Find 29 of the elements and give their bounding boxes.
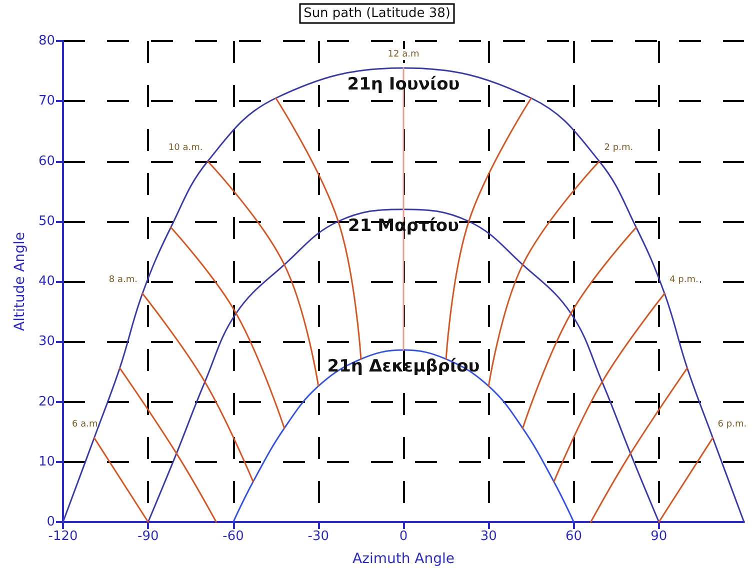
x-tick-label: 90 xyxy=(650,529,668,544)
y-axis-title: Altitude Angle xyxy=(12,232,28,331)
annotation: 8 a.m. xyxy=(108,275,138,286)
annotation: 10 a.m. xyxy=(168,142,203,153)
x-tick-label: 0 xyxy=(399,529,408,544)
y-tick-label: 10 xyxy=(38,454,55,470)
x-tick-label: -90 xyxy=(138,529,159,544)
annotation: 6 p.m. xyxy=(718,419,747,430)
y-tick-label: 0 xyxy=(46,514,55,530)
x-axis-title: Azimuth Angle xyxy=(352,551,454,567)
y-tick-label: 80 xyxy=(38,34,55,48)
x-tick-label: -30 xyxy=(308,529,329,544)
y-tick-label: 70 xyxy=(38,94,55,109)
y-tick-label: 60 xyxy=(38,154,55,169)
chart-title: Sun path (Latitude 38) xyxy=(304,6,450,21)
line-series xyxy=(147,208,660,523)
series-label: 21η Ιουνίου xyxy=(347,74,460,95)
line-series xyxy=(232,349,574,523)
annotation: 4 p.m. xyxy=(670,275,698,286)
x-tick-label: 60 xyxy=(565,529,582,544)
x-tick-label: -120 xyxy=(48,529,78,544)
y-tick-label: 20 xyxy=(38,394,55,410)
x-tick-label: -60 xyxy=(222,529,244,544)
y-tick-label: 40 xyxy=(38,274,55,289)
annotation: 12 a.m xyxy=(388,50,420,60)
y-tick-label: 50 xyxy=(38,214,55,229)
annotation: 2 p.m. xyxy=(604,142,634,153)
y-tick-label: 30 xyxy=(38,334,55,350)
x-tick-label: 30 xyxy=(480,529,497,544)
